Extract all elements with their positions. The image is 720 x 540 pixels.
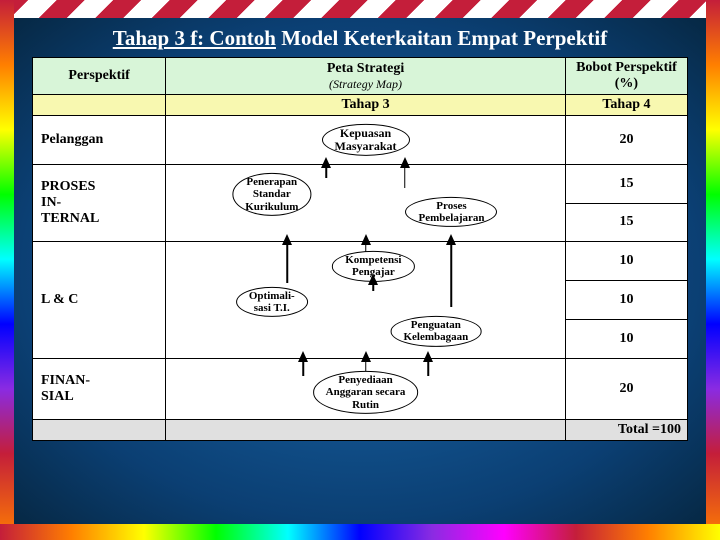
row-pelanggan-map: Kepuasan Masyarakat [166,116,566,165]
node-proses: Proses Pembelajaran [405,197,497,227]
slide-title: Tahap 3 f: Contoh Model Keterkaitan Empa… [32,26,688,51]
node-penerapan: Penerapan Standar Kurikulum [232,173,311,215]
row-proses-label: PROSES IN- TERNAL [33,165,166,242]
total-value: Total =100 [565,420,687,441]
col-header-peta-sub: (Strategy Map) [170,77,561,92]
weight-lc-c: 10 [565,320,687,359]
weight-proses-a: 15 [565,165,687,204]
row-proses-map: Penerapan Standar Kurikulum Proses Pembe… [166,165,566,242]
weight-proses-b: 15 [565,203,687,242]
row-lc-label: L & C [33,242,166,359]
title-rest: Model Keterkaitan Empat Perpektif [276,26,607,50]
row-finansial-label: FINAN- SIAL [33,359,166,420]
row-lc-map: Kompetensi Pengajar Optimali- sasi T.I. … [166,242,566,359]
col-header-peta: Peta Strategi (Strategy Map) [166,58,566,95]
title-underlined: Tahap 3 f: Contoh [113,26,276,50]
total-blank2 [166,420,566,441]
node-kepuasan: Kepuasan Masyarakat [322,124,410,156]
weight-finansial: 20 [565,359,687,420]
node-anggaran: Penyediaan Anggaran secara Rutin [313,371,419,413]
col-header-perspektif: Perspektif [33,58,166,95]
node-penguatan: Penguatan Kelembagaan [390,316,481,346]
weight-lc-a: 10 [565,242,687,281]
slide-body: Tahap 3 f: Contoh Model Keterkaitan Empa… [14,18,706,524]
subheader-tahap3: Tahap 3 [166,95,566,116]
node-optimal: Optimali- sasi T.I. [236,287,308,317]
row-pelanggan-label: Pelanggan [33,116,166,165]
total-blank1 [33,420,166,441]
col-header-peta-main: Peta Strategi [170,61,561,77]
weight-pelanggan: 20 [565,116,687,165]
strategy-table: Perspektif Peta Strategi (Strategy Map) … [32,57,688,441]
subheader-blank [33,95,166,116]
weight-lc-b: 10 [565,281,687,320]
row-finansial-map: Penyediaan Anggaran secara Rutin [166,359,566,420]
col-header-bobot: Bobot Perspektif (%) [565,58,687,95]
subheader-tahap4: Tahap 4 [565,95,687,116]
